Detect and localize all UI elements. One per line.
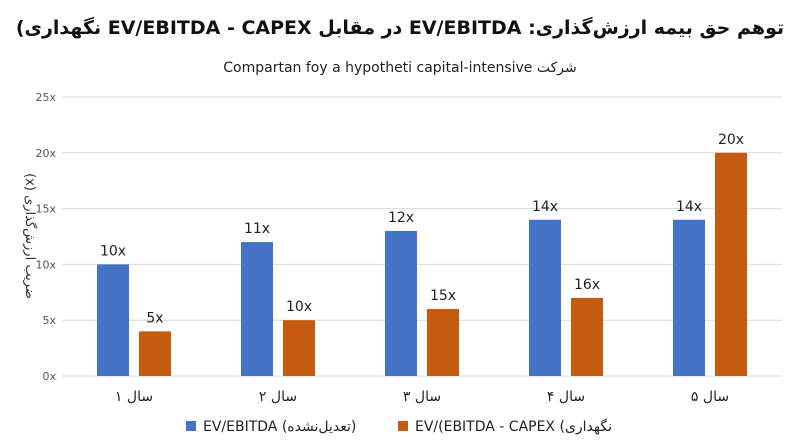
bar bbox=[673, 219, 705, 376]
bar bbox=[571, 297, 603, 376]
data-label: 5x bbox=[146, 310, 163, 326]
legend-entry: EV/EBITDA (تعدیل‌نشده) bbox=[203, 419, 356, 435]
chart-subtitle: Compartan foy a hypotheti capital-intens… bbox=[223, 60, 576, 76]
x-category-label: سال ۳ bbox=[403, 389, 441, 405]
data-label: 14x bbox=[676, 199, 702, 215]
y-axis-ticks: 0x 5x 10x 15x 20x 25x bbox=[35, 91, 56, 383]
y-tick-label: 0x bbox=[42, 370, 56, 383]
bar bbox=[97, 264, 129, 376]
data-label: 20x bbox=[718, 132, 744, 148]
x-category-label: سال ۱ bbox=[115, 389, 153, 405]
y-tick-label: 25x bbox=[35, 91, 56, 104]
y-tick-label: 20x bbox=[35, 147, 56, 160]
legend-swatch bbox=[186, 421, 196, 431]
data-labels: 10x 5x 11x 10x 12x 15x 14x 16x 14x 20x bbox=[100, 132, 744, 327]
bar bbox=[529, 219, 561, 376]
data-label: 16x bbox=[574, 277, 600, 293]
data-label: 15x bbox=[430, 288, 456, 304]
chart-title: توهم حق بیمه ارزش‌گذاری: EV/EBITDA در مق… bbox=[16, 16, 784, 39]
x-category-label: سال ۲ bbox=[259, 389, 297, 405]
bar bbox=[139, 331, 171, 376]
data-label: 10x bbox=[286, 299, 312, 315]
gridlines bbox=[62, 96, 782, 377]
data-label: 10x bbox=[100, 243, 126, 259]
bar bbox=[427, 309, 459, 376]
data-label: 12x bbox=[388, 210, 414, 226]
y-tick-label: 10x bbox=[35, 258, 56, 271]
bar bbox=[385, 230, 417, 376]
x-category-label: سال ۴ bbox=[547, 389, 585, 405]
x-axis-categories: سال ۱ سال ۲ سال ۳ سال ۴ سال ۵ bbox=[115, 389, 729, 405]
legend: EV/EBITDA (تعدیل‌نشده) EV/(EBITDA - CAPEX… bbox=[186, 418, 612, 435]
y-axis-label: ضریب ارزش‌گذاری (x) bbox=[22, 173, 38, 299]
data-label: 11x bbox=[244, 221, 270, 237]
y-tick-label: 15x bbox=[35, 203, 56, 216]
data-label: 14x bbox=[532, 199, 558, 215]
legend-swatch bbox=[398, 421, 408, 431]
bar bbox=[283, 320, 315, 376]
y-tick-label: 5x bbox=[42, 314, 56, 327]
x-category-label: سال ۵ bbox=[691, 389, 729, 405]
bars bbox=[97, 152, 747, 376]
bar bbox=[241, 242, 273, 376]
legend-entry: EV/(EBITDA - CAPEX (نگهداری bbox=[415, 418, 612, 435]
bar bbox=[715, 152, 747, 376]
